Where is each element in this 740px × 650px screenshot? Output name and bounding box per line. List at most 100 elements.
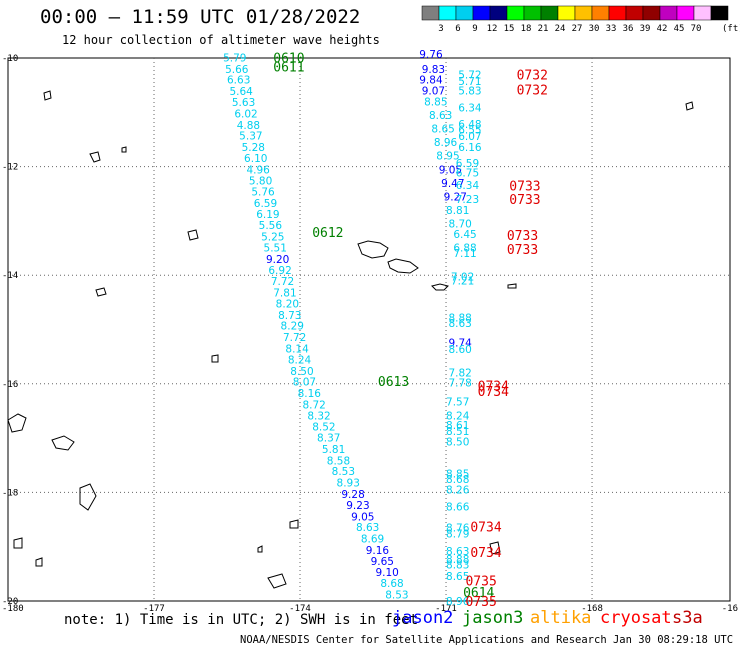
wave-height-value: 8.61 — [446, 420, 469, 432]
longitude-label: -177 — [143, 604, 165, 614]
longitude-label: -171 — [435, 604, 457, 614]
track-jason3-pass-a: 5.795.666.635.645.636.024.885.375.286.10… — [223, 52, 408, 601]
wave-height-value: 6.59 — [254, 198, 277, 210]
latitude-label: -16 — [2, 380, 18, 390]
latitude-label: -14 — [2, 271, 18, 281]
pass-time-label: 0613 — [378, 375, 409, 390]
wave-height-value: 6.02 — [234, 108, 257, 120]
wave-height-value: 7.02 — [451, 271, 474, 283]
wave-height-value: 5.64 — [229, 86, 253, 98]
track-jason3-pass-b: 9.76 9.839.849.078.85 8.63 8.658.96 8.959.05… — [419, 49, 472, 230]
wave-height-value: 5.56 — [259, 220, 283, 232]
longitude-label: -16 — [722, 604, 738, 614]
longitude-label: -174 — [289, 604, 311, 614]
island-fiji-1 — [7, 413, 27, 433]
wave-height-value: 6.88 — [453, 243, 476, 255]
pass-time-label: 0733 — [507, 243, 538, 258]
wave-height-value: 6.92 — [268, 265, 291, 277]
colorbar-swatch — [642, 5, 661, 21]
wave-height-value: 6.07 — [458, 131, 481, 143]
colorbar-label: 6 — [455, 24, 460, 34]
pass-time-label: 0732 — [517, 68, 548, 83]
wave-height-value: 8.88 — [446, 554, 469, 566]
wave-height-value: 6.48 — [458, 119, 481, 131]
wave-height-value: 5.63 — [232, 97, 255, 109]
pass-time-label: 0734 — [470, 546, 501, 561]
wave-height-value: 7.72 — [283, 332, 306, 344]
wave-height-value: 9.65 — [371, 556, 394, 568]
wave-height-value: 7.57 — [446, 397, 469, 409]
colorbar-label: 33 — [606, 24, 617, 34]
island-misc-2 — [211, 354, 219, 363]
wave-height-value: 4.88 — [237, 120, 260, 132]
wave-height-value: 7.72 — [271, 276, 294, 288]
wave-height-value: 9.47 — [441, 178, 464, 190]
wave-height-value: 9.84 — [419, 75, 443, 87]
island-wallis — [187, 229, 199, 241]
wave-height-value: 8.29 — [281, 321, 304, 333]
wave-height-value: 7.23 — [456, 194, 479, 206]
wave-height-value: 8.63 — [448, 318, 471, 330]
chart-subtitle: 12 hour collection of altimeter wave hei… — [62, 33, 380, 47]
island-fiji-5 — [267, 573, 287, 589]
wave-height-value: 5.83 — [458, 86, 481, 98]
colorbar-swatch — [693, 5, 712, 21]
colorbar-swatch — [608, 5, 627, 21]
pass-time-labels: 0610061106120613061407320732073307330733… — [273, 51, 548, 610]
island-misc-4 — [35, 557, 43, 567]
wave-height-value: 8.69 — [361, 534, 384, 546]
wave-height-value: 8.63 — [429, 110, 452, 122]
wave-height-value: 6.59 — [456, 158, 479, 170]
legend-jason3: jason3 — [462, 608, 524, 628]
wave-height-value: 6.10 — [244, 153, 267, 165]
pass-time-label: 0735 — [465, 574, 496, 589]
colorbar-swatch — [489, 5, 508, 21]
colorbar-label: 45 — [674, 24, 685, 34]
colorbar-label: 42 — [657, 24, 668, 34]
colorbar-label: 21 — [538, 24, 549, 34]
wave-height-value: 6.34 — [456, 180, 480, 192]
wave-height-value: 8.58 — [327, 455, 350, 467]
island-misc-5 — [257, 545, 263, 553]
chart-title: 00:00 – 11:59 UTC 01/28/2022 — [40, 6, 361, 28]
wave-height-value: 9.20 — [266, 254, 289, 266]
wave-height-value: 8.60 — [448, 344, 471, 356]
colorbar-swatch — [506, 5, 525, 21]
credit-line: NOAA/NESDIS Center for Satellite Applica… — [240, 634, 740, 646]
colorbar-label: 27 — [572, 24, 583, 34]
wave-height-value: 8.96 — [446, 596, 470, 608]
island-niuatoputapu — [489, 541, 501, 555]
colorbar-swatch — [625, 5, 644, 21]
pass-time-label: 0732 — [517, 83, 548, 98]
wave-height-value: 8.53 — [385, 589, 408, 601]
colorbar-swatch — [421, 5, 440, 21]
island-fiji-4 — [13, 537, 23, 549]
pass-time-label: 0733 — [507, 229, 538, 244]
map-border — [7, 57, 731, 602]
pass-time-label: 0612 — [312, 226, 343, 241]
wave-height-value: 8.32 — [307, 410, 330, 422]
wave-height-value: 8.63 — [356, 522, 379, 534]
wave-height-value: 7.81 — [273, 288, 296, 300]
wave-height-value: 6.19 — [256, 209, 279, 221]
colorbar-swatch — [472, 5, 491, 21]
colorbar-swatch — [523, 5, 542, 21]
wave-height-value: 5.72 — [458, 69, 481, 81]
wave-height-value: 8.16 — [298, 388, 322, 400]
colorbar-swatch — [574, 5, 593, 21]
wave-height-value: 8.65 — [431, 124, 454, 136]
island-fiji-2 — [51, 435, 75, 451]
wave-height-value: 8.50 — [290, 366, 313, 378]
wave-height-value: 8.95 — [436, 151, 459, 163]
wave-height-value: 8.52 — [312, 422, 335, 434]
wave-height-value: 7.21 — [451, 276, 474, 288]
wave-height-value: 8.14 — [285, 344, 309, 356]
wave-height-value: 6.63 — [227, 75, 250, 87]
graticule: -10 -12 -14 -16 -18 -20-180 -177 -174 -171 -168 -1… — [2, 54, 738, 614]
colorbar-swatch — [438, 5, 457, 21]
wave-height-value: 8.73 — [278, 310, 301, 322]
island-tokelau-b — [43, 90, 52, 101]
legend-altika: altika — [530, 608, 592, 628]
wave-height-value: 8.81 — [446, 205, 469, 217]
wave-height-value: 9.74 — [448, 338, 472, 350]
